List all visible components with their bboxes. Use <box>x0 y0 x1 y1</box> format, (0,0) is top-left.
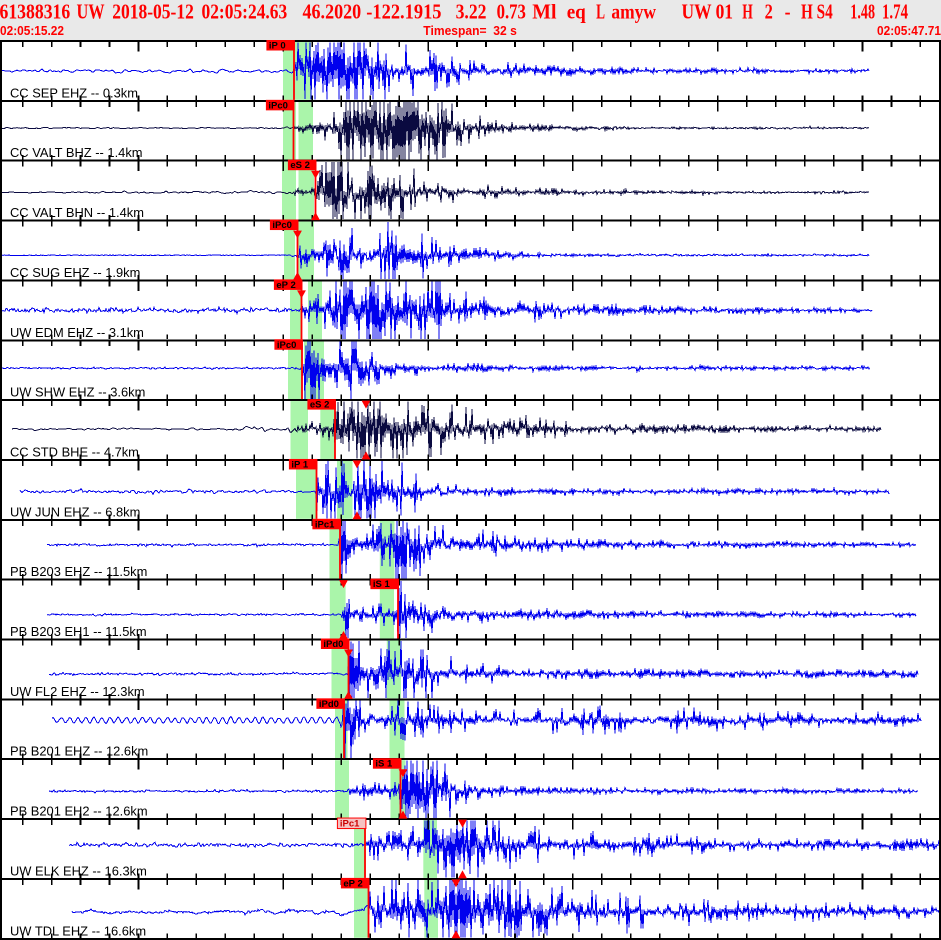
svg-text:PB B201 EHZ -- 12.6km: PB B201 EHZ -- 12.6km <box>10 744 148 759</box>
svg-text:1.48: 1.48 <box>850 0 875 24</box>
svg-text:iPc1: iPc1 <box>340 819 360 830</box>
svg-text:iPc1: iPc1 <box>315 519 335 530</box>
svg-text:UW SHW EHZ -- 3.6km: UW SHW EHZ -- 3.6km <box>10 385 145 400</box>
svg-text:-: - <box>785 0 791 24</box>
svg-text:-122.1915: -122.1915 <box>366 0 441 24</box>
svg-text:iPc0: iPc0 <box>272 220 292 231</box>
svg-text:02:05:15.22: 02:05:15.22 <box>0 24 64 38</box>
svg-text:L: L <box>596 0 605 24</box>
svg-text:PB B201 EH2 -- 12.6km: PB B201 EH2 -- 12.6km <box>10 804 148 819</box>
svg-text:PB B203 EHZ -- 11.5km: PB B203 EHZ -- 11.5km <box>10 564 147 579</box>
svg-text:Ml: Ml <box>532 0 556 24</box>
svg-text:CC STD BHE -- 4.7km: CC STD BHE -- 4.7km <box>10 444 139 459</box>
svg-text:46.2020: 46.2020 <box>303 0 362 24</box>
svg-text:CC SEP EHZ -- 0.3km: CC SEP EHZ -- 0.3km <box>10 85 138 100</box>
svg-text:UW: UW <box>77 0 105 24</box>
svg-text:amyw: amyw <box>611 0 656 24</box>
svg-text:H: H <box>742 0 753 24</box>
svg-text:iPd0: iPd0 <box>319 699 339 710</box>
svg-text:UW JUN EHZ -- 6.8km: UW JUN EHZ -- 6.8km <box>10 504 140 519</box>
svg-text:CC SUG EHZ -- 1.9km: CC SUG EHZ -- 1.9km <box>10 265 140 280</box>
svg-text:61388316: 61388316 <box>0 0 70 24</box>
svg-text:UW EDM EHZ -- 3.1km: UW EDM EHZ -- 3.1km <box>10 325 144 340</box>
svg-text:0.73: 0.73 <box>497 0 526 24</box>
svg-text:Timespan= 32 s: Timespan= 32 s <box>423 24 517 38</box>
svg-text:eS 2: eS 2 <box>310 400 330 411</box>
svg-text:eq: eq <box>567 0 586 24</box>
svg-text:iPd0: iPd0 <box>323 639 343 650</box>
svg-text:PB B203 EH1 -- 11.5km: PB B203 EH1 -- 11.5km <box>10 624 147 639</box>
svg-text:eP 2: eP 2 <box>343 878 362 889</box>
svg-text:iPc0: iPc0 <box>277 340 297 351</box>
svg-text:iPc0: iPc0 <box>268 100 288 111</box>
svg-text:iP 0: iP 0 <box>269 41 286 52</box>
svg-text:02:05:47.71: 02:05:47.71 <box>877 24 941 38</box>
svg-text:UW ELK EHZ -- 16.3km: UW ELK EHZ -- 16.3km <box>10 863 147 878</box>
svg-text:UW FL2 EHZ -- 12.3km: UW FL2 EHZ -- 12.3km <box>10 684 145 699</box>
svg-text:UW TDL EHZ -- 16.6km: UW TDL EHZ -- 16.6km <box>10 923 146 938</box>
svg-text:iS 1: iS 1 <box>373 579 391 590</box>
svg-text:eP 2: eP 2 <box>276 280 295 291</box>
svg-text:UW 01: UW 01 <box>682 0 734 24</box>
svg-text:02:05:24.63: 02:05:24.63 <box>202 0 288 24</box>
svg-text:2018-05-12: 2018-05-12 <box>112 0 194 24</box>
svg-text:eS 2: eS 2 <box>290 160 310 171</box>
svg-text:1.74: 1.74 <box>882 0 908 24</box>
svg-text:H S4: H S4 <box>801 0 833 24</box>
svg-text:iP 1: iP 1 <box>291 459 308 470</box>
svg-text:2: 2 <box>765 0 773 24</box>
svg-text:CC VALT BHN -- 1.4km: CC VALT BHN -- 1.4km <box>10 205 144 220</box>
svg-text:CC VALT BHZ -- 1.4km: CC VALT BHZ -- 1.4km <box>10 145 143 160</box>
svg-text:iS 1: iS 1 <box>375 759 393 770</box>
svg-text:3.22: 3.22 <box>456 0 487 24</box>
